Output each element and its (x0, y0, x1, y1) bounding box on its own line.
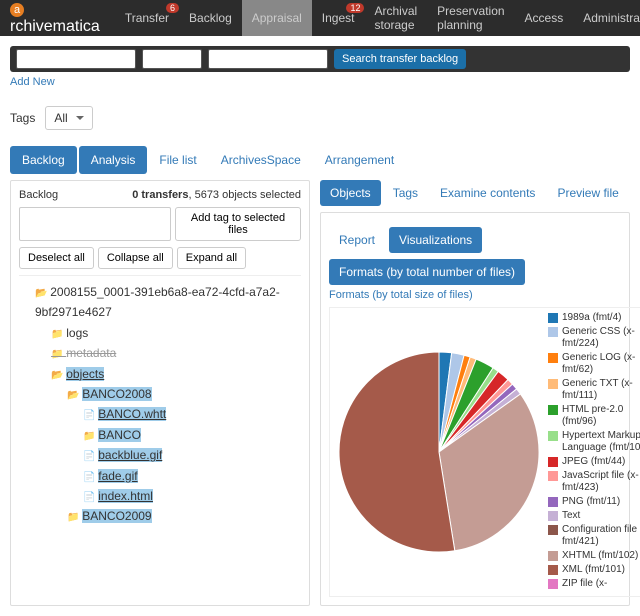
tree-folder[interactable]: objects BANCO2008 BANCO.whtt BANCO backb… (51, 364, 301, 527)
backlog-summary: 0 transfers, 5673 objects selected (132, 189, 301, 201)
tab-archivesspace[interactable]: ArchivesSpace (209, 146, 313, 174)
tags-label: Tags (10, 111, 35, 125)
nav-access[interactable]: Access (515, 0, 574, 36)
tree-file[interactable]: index.html (83, 486, 301, 506)
legend-item[interactable]: ZIP file (x- (548, 578, 640, 590)
nav-ingest[interactable]: Ingest12 (312, 0, 365, 36)
subtab-visualizations[interactable]: Visualizations (389, 227, 482, 253)
tree-root[interactable]: 2008155_0001-391eb6a8-ea72-4cfd-a7a2-9bf… (35, 282, 301, 527)
formats-size-link[interactable]: Formats (by total size of files) (329, 289, 473, 301)
tab-analysis[interactable]: Analysis (79, 146, 148, 174)
legend-item[interactable]: JPEG (fmt/44) (548, 456, 640, 468)
tree-folder[interactable]: BANCO2009 (67, 506, 301, 526)
rtab-objects[interactable]: Objects (320, 180, 381, 206)
tab-file-list[interactable]: File list (147, 146, 208, 174)
nav-archival-storage[interactable]: Archival storage (364, 0, 427, 36)
deselect-all-button[interactable]: Deselect all (19, 247, 94, 269)
legend-item[interactable]: XHTML (fmt/102) (548, 550, 640, 562)
tab-arrangement[interactable]: Arrangement (313, 146, 406, 174)
legend-item[interactable]: Generic TXT (x-fmt/111) (548, 378, 640, 402)
backlog-title: Backlog (19, 189, 58, 201)
chart-legend: 1989a (fmt/4)Generic CSS (x-fmt/224)Gene… (548, 312, 640, 592)
tree-folder[interactable]: BANCO (83, 425, 301, 445)
search-bar: Search transfer backlog Add New (0, 36, 640, 96)
formats-count-button[interactable]: Formats (by total number of files) (329, 259, 525, 285)
expand-all-button[interactable]: Expand all (177, 247, 246, 269)
logo: archivematica (10, 0, 115, 36)
nav-backlog[interactable]: Backlog (179, 0, 242, 36)
add-new-link[interactable]: Add New (10, 76, 55, 88)
main-nav: Transfer6BacklogAppraisalIngest12Archiva… (115, 0, 640, 36)
tags-select[interactable]: All (45, 106, 92, 130)
legend-item[interactable]: XML (fmt/101) (548, 564, 640, 576)
legend-item[interactable]: PNG (fmt/11) (548, 496, 640, 508)
tree-folder[interactable]: logs (51, 323, 301, 343)
legend-item[interactable]: JavaScript file (x-fmt/423) (548, 470, 640, 494)
search-field-1[interactable] (16, 49, 136, 69)
top-header: archivematica Transfer6BacklogAppraisalI… (0, 0, 640, 36)
collapse-all-button[interactable]: Collapse all (98, 247, 173, 269)
legend-item[interactable]: Generic CSS (x-fmt/224) (548, 326, 640, 350)
tree-folder[interactable]: metadata (51, 343, 301, 363)
nav-preservation-planning[interactable]: Preservation planning (427, 0, 514, 36)
tree-file[interactable]: BANCO.whtt (83, 404, 301, 424)
legend-item[interactable]: HTML pre-2.0 (fmt/96) (548, 404, 640, 428)
tree-folder[interactable]: BANCO2008 BANCO.whtt BANCO backblue.gif … (67, 384, 301, 506)
nav-transfer[interactable]: Transfer6 (115, 0, 179, 36)
add-tag-button[interactable]: Add tag to selected files (175, 207, 301, 241)
subtab-report[interactable]: Report (329, 227, 385, 253)
view-tabs: BacklogAnalysisFile listArchivesSpaceArr… (0, 140, 640, 180)
legend-item[interactable]: Configuration file (x-fmt/421) (548, 524, 640, 548)
objects-panel: ObjectsTagsExamine contentsPreview file … (320, 180, 630, 606)
legend-item[interactable]: Hypertext Markup Language (fmt/100) (548, 430, 640, 454)
search-field-3[interactable] (208, 49, 328, 69)
legend-item[interactable]: Text (548, 510, 640, 522)
legend-item[interactable]: 1989a (fmt/4) (548, 312, 640, 324)
file-tree[interactable]: 2008155_0001-391eb6a8-ea72-4cfd-a7a2-9bf… (19, 282, 301, 527)
nav-administration[interactable]: Administration (573, 0, 640, 36)
tag-input[interactable] (19, 207, 171, 241)
rtab-examine-contents[interactable]: Examine contents (430, 180, 545, 206)
search-field-2[interactable] (142, 49, 202, 69)
backlog-panel: Backlog 0 transfers, 5673 objects select… (10, 180, 310, 606)
nav-appraisal[interactable]: Appraisal (242, 0, 312, 36)
search-button[interactable]: Search transfer backlog (334, 49, 466, 69)
pie-chart: 1989a (fmt/4)Generic CSS (x-fmt/224)Gene… (329, 307, 640, 597)
tree-file[interactable]: backblue.gif (83, 445, 301, 465)
tab-backlog[interactable]: Backlog (10, 146, 77, 174)
tags-filter: Tags All (0, 96, 640, 140)
legend-item[interactable]: Generic LOG (x-fmt/62) (548, 352, 640, 376)
rtab-preview-file[interactable]: Preview file (547, 180, 628, 206)
rtab-tags[interactable]: Tags (383, 180, 428, 206)
tree-file[interactable]: fade.gif (83, 466, 301, 486)
